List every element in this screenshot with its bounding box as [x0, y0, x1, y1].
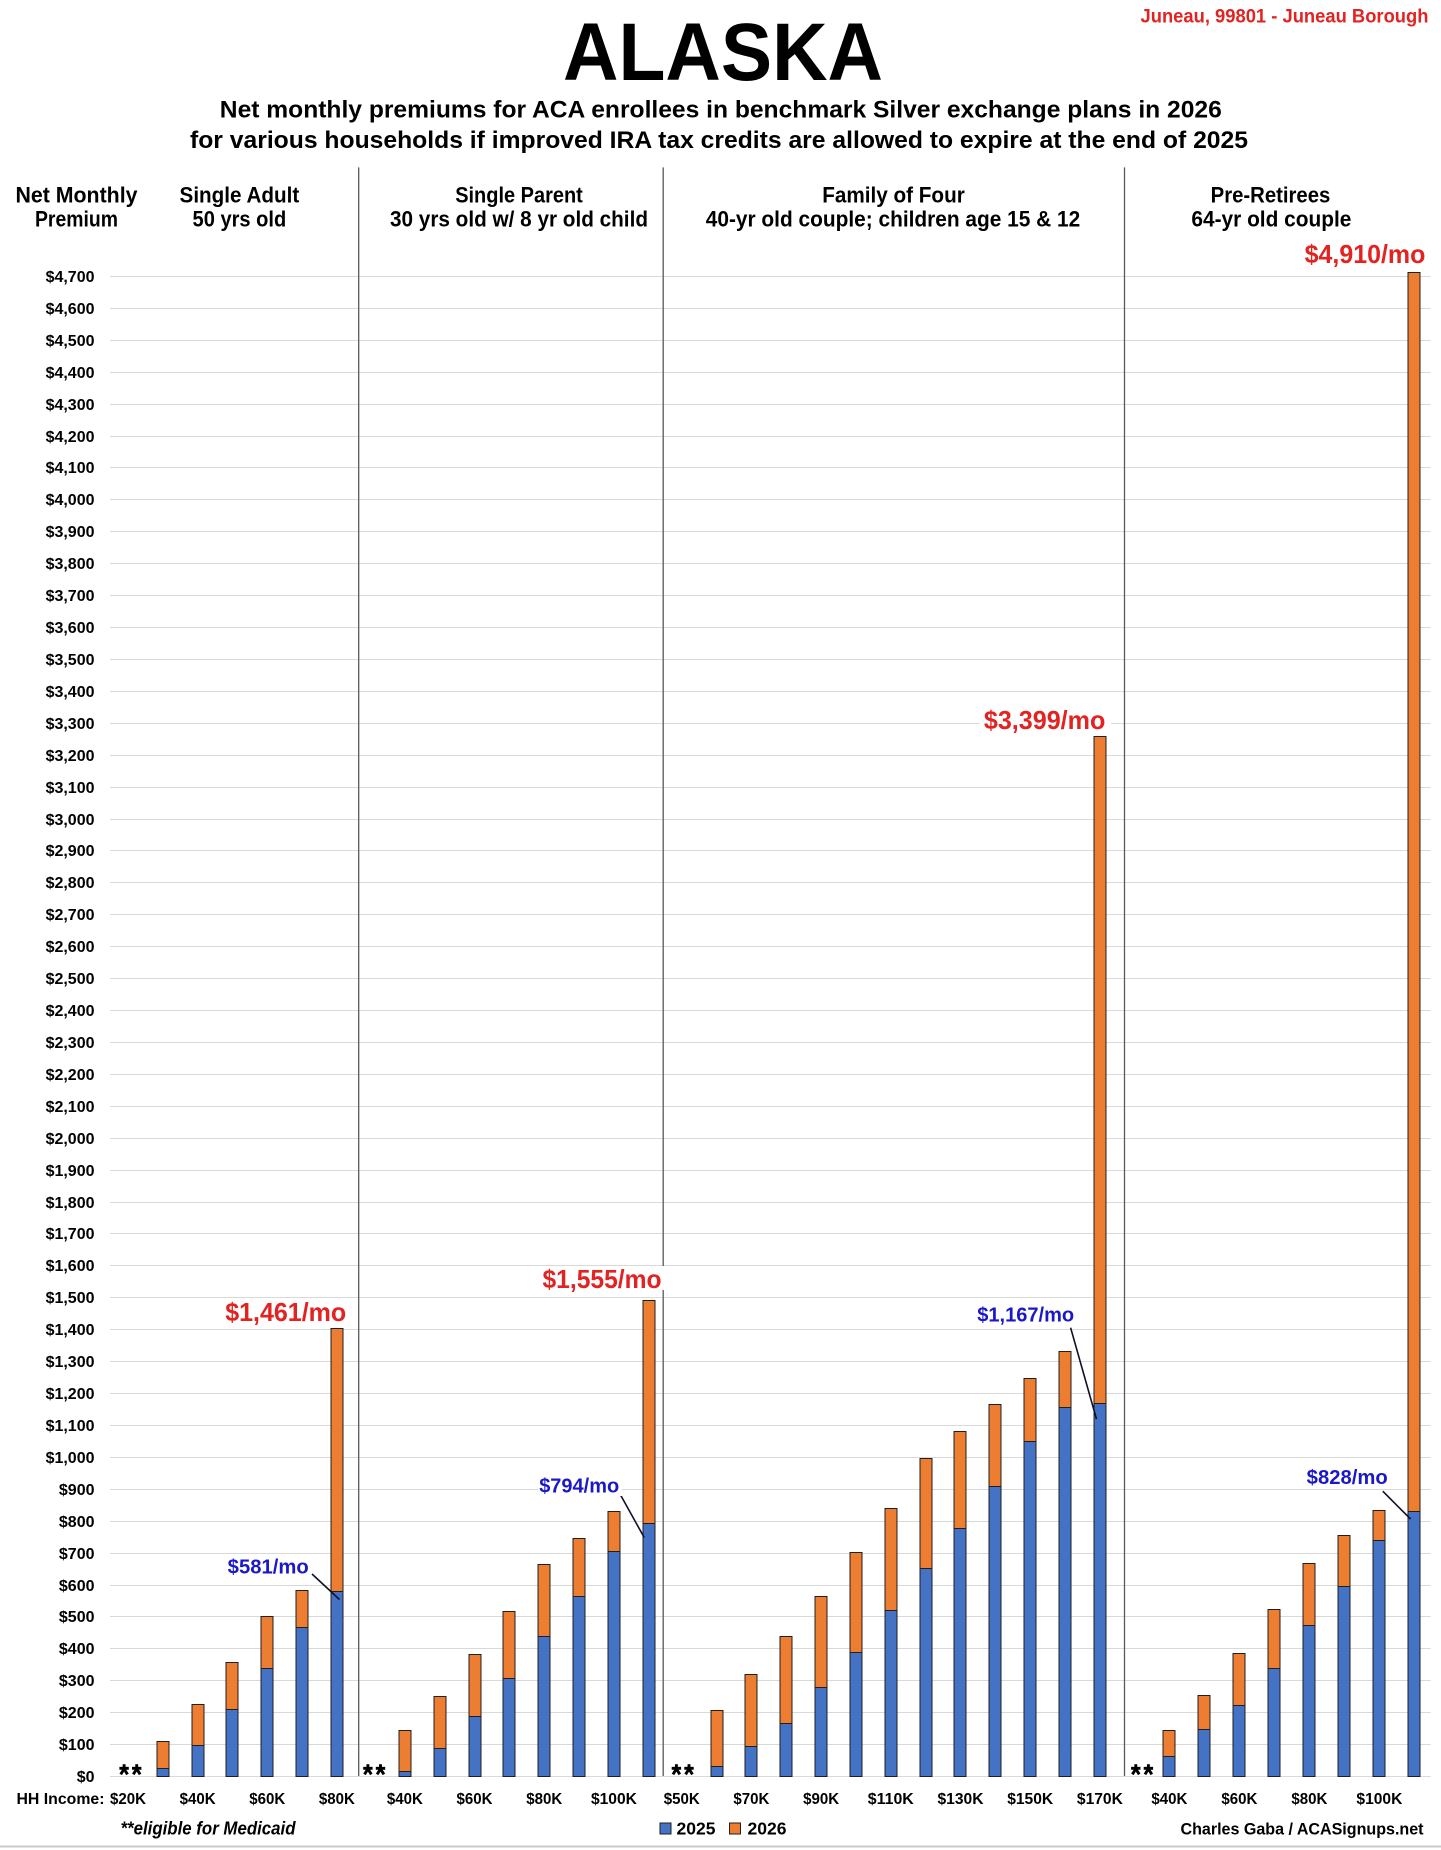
svg-text:$60K: $60K: [1221, 1791, 1257, 1808]
svg-text:$80K: $80K: [319, 1791, 355, 1808]
svg-text:ALASKA: ALASKA: [563, 7, 883, 98]
svg-text:$2,200: $2,200: [46, 1067, 95, 1084]
svg-text:$1,600: $1,600: [46, 1258, 95, 1275]
svg-text:$3,500: $3,500: [46, 652, 95, 669]
svg-text:Family of Four: Family of Four: [822, 183, 965, 208]
svg-text:Net monthly premiums for ACA e: Net monthly premiums for ACA enrollees i…: [220, 96, 1222, 123]
svg-text:$800: $800: [59, 1514, 95, 1531]
svg-text:$50K: $50K: [664, 1791, 700, 1808]
svg-text:$2,800: $2,800: [46, 875, 95, 892]
svg-text:$3,900: $3,900: [46, 524, 95, 541]
svg-text:$4,700: $4,700: [46, 269, 95, 286]
svg-text:$3,200: $3,200: [46, 748, 95, 765]
svg-text:$3,600: $3,600: [46, 620, 95, 637]
svg-text:$130K: $130K: [938, 1791, 984, 1808]
svg-text:$3,800: $3,800: [46, 556, 95, 573]
svg-text:$2,700: $2,700: [46, 907, 95, 924]
svg-text:30 yrs old w/ 8 yr old child: 30 yrs old w/ 8 yr old child: [390, 207, 648, 232]
svg-text:Single Adult: Single Adult: [180, 183, 300, 208]
svg-text:$4,500: $4,500: [46, 333, 95, 350]
svg-text:$1,000: $1,000: [46, 1450, 95, 1467]
svg-text:$600: $600: [59, 1578, 95, 1595]
svg-text:40-yr old couple; children age: 40-yr old couple; children age 15 & 12: [706, 207, 1081, 232]
svg-text:$40K: $40K: [387, 1791, 423, 1808]
svg-text:$2,900: $2,900: [46, 843, 95, 860]
svg-text:$3,700: $3,700: [46, 588, 95, 605]
svg-text:$4,400: $4,400: [46, 365, 95, 382]
svg-text:$1,461/mo: $1,461/mo: [225, 1297, 346, 1327]
svg-text:$2,000: $2,000: [46, 1131, 95, 1148]
svg-text:$500: $500: [59, 1609, 95, 1626]
svg-text:$828/mo: $828/mo: [1307, 1467, 1388, 1489]
svg-text:$40K: $40K: [180, 1791, 216, 1808]
svg-text:Premium: Premium: [35, 207, 118, 232]
svg-text:Charles Gaba / ACASignups.net: Charles Gaba / ACASignups.net: [1181, 1821, 1425, 1839]
svg-text:$0: $0: [77, 1769, 95, 1786]
svg-text:Pre-Retirees: Pre-Retirees: [1211, 183, 1331, 208]
svg-text:$100K: $100K: [591, 1791, 637, 1808]
svg-text:$110K: $110K: [868, 1791, 914, 1808]
svg-text:2025: 2025: [677, 1819, 716, 1839]
svg-text:$4,300: $4,300: [46, 397, 95, 414]
svg-text:$100K: $100K: [1356, 1791, 1402, 1808]
svg-text:$4,000: $4,000: [46, 492, 95, 509]
svg-text:$794/mo: $794/mo: [539, 1475, 619, 1497]
svg-text:$2,100: $2,100: [46, 1099, 95, 1116]
svg-text:$1,100: $1,100: [46, 1418, 95, 1435]
svg-text:$2,300: $2,300: [46, 1035, 95, 1052]
svg-text:50 yrs old: 50 yrs old: [193, 207, 287, 232]
svg-text:$2,400: $2,400: [46, 1003, 95, 1020]
svg-text:Single Parent: Single Parent: [455, 183, 583, 208]
svg-text:$80K: $80K: [526, 1791, 562, 1808]
svg-text:64-yr old couple: 64-yr old couple: [1191, 207, 1351, 232]
svg-text:$3,399/mo: $3,399/mo: [984, 705, 1106, 735]
svg-text:$80K: $80K: [1291, 1791, 1327, 1808]
svg-text:$3,000: $3,000: [46, 812, 95, 829]
svg-text:$90K: $90K: [803, 1791, 839, 1808]
svg-text:$3,300: $3,300: [46, 716, 95, 733]
svg-text:$200: $200: [59, 1705, 95, 1722]
svg-text:$1,900: $1,900: [46, 1163, 95, 1180]
svg-text:2026: 2026: [748, 1819, 787, 1839]
svg-text:$20K: $20K: [110, 1791, 146, 1808]
svg-text:$300: $300: [59, 1673, 95, 1690]
svg-text:$170K: $170K: [1077, 1791, 1123, 1808]
svg-text:$3,400: $3,400: [46, 684, 95, 701]
svg-text:HH Income:: HH Income:: [17, 1791, 105, 1808]
svg-text:$150K: $150K: [1007, 1791, 1053, 1808]
svg-text:$40K: $40K: [1151, 1791, 1187, 1808]
svg-text:for various households if impr: for various households if improved IRA t…: [190, 127, 1248, 154]
svg-text:$3,100: $3,100: [46, 780, 95, 797]
svg-text:$4,100: $4,100: [46, 460, 95, 477]
svg-text:$4,910/mo: $4,910/mo: [1305, 239, 1426, 269]
svg-text:**eligible for Medicaid: **eligible for Medicaid: [121, 1819, 297, 1839]
svg-text:$60K: $60K: [249, 1791, 285, 1808]
svg-text:Juneau, 99801 - Juneau Borough: Juneau, 99801 - Juneau Borough: [1141, 7, 1429, 28]
svg-text:$1,555/mo: $1,555/mo: [543, 1264, 662, 1294]
svg-text:$4,600: $4,600: [46, 301, 95, 318]
svg-text:$100: $100: [59, 1737, 95, 1754]
svg-text:$1,800: $1,800: [46, 1195, 95, 1212]
svg-text:$400: $400: [59, 1641, 95, 1658]
svg-text:$4,200: $4,200: [46, 429, 95, 446]
svg-text:$70K: $70K: [733, 1791, 769, 1808]
svg-text:$1,200: $1,200: [46, 1386, 95, 1403]
svg-text:$1,300: $1,300: [46, 1354, 95, 1371]
svg-text:$1,500: $1,500: [46, 1290, 95, 1307]
svg-text:$1,400: $1,400: [46, 1322, 95, 1339]
svg-text:$581/mo: $581/mo: [228, 1557, 309, 1579]
svg-text:$900: $900: [59, 1482, 95, 1499]
svg-text:$2,500: $2,500: [46, 971, 95, 988]
svg-text:Net Monthly: Net Monthly: [16, 183, 139, 208]
svg-text:$60K: $60K: [457, 1791, 493, 1808]
svg-text:$1,700: $1,700: [46, 1226, 95, 1243]
svg-text:$700: $700: [59, 1546, 95, 1563]
svg-text:$2,600: $2,600: [46, 939, 95, 956]
svg-text:$1,167/mo: $1,167/mo: [977, 1305, 1074, 1327]
